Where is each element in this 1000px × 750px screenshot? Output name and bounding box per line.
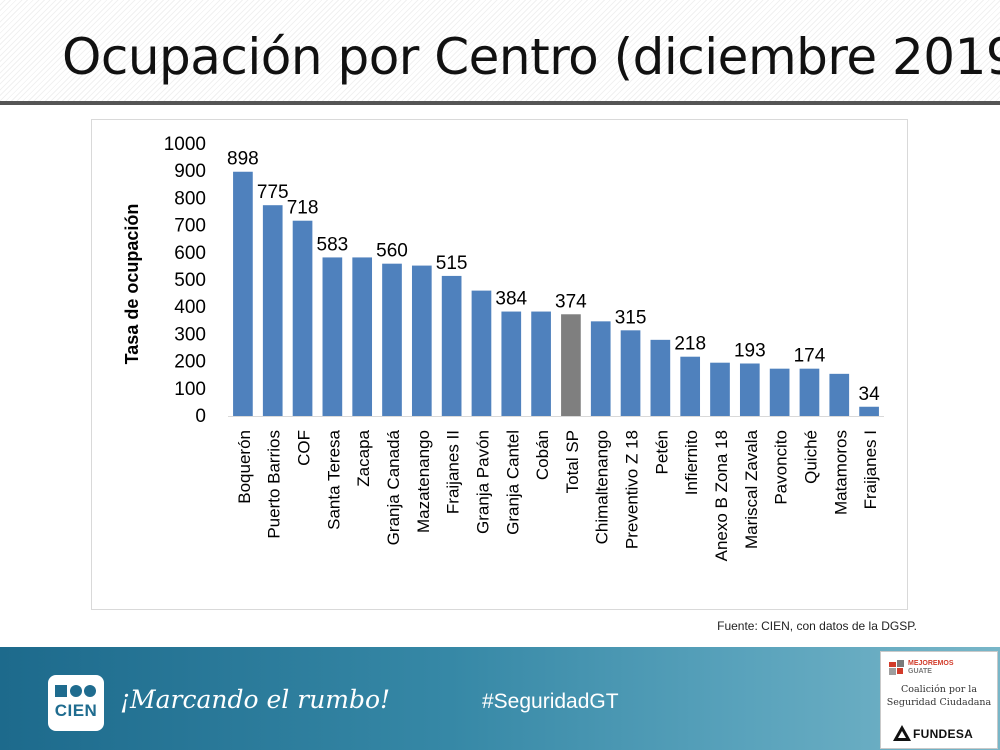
x-tick-label: Mariscal Zavala xyxy=(742,429,761,549)
data-label: 315 xyxy=(615,307,647,328)
bar-series xyxy=(233,171,879,416)
x-tick-label: Fraijanes II xyxy=(444,430,463,514)
page-title: Ocupación por Centro (diciembre 2019) xyxy=(62,28,1000,86)
mejoremos-guate-line1: MEJOREMOS xyxy=(908,660,954,667)
coalicion-line1: Coalición por la xyxy=(900,684,977,695)
data-label: 515 xyxy=(436,253,468,274)
mejoremos-guate-icon xyxy=(889,660,904,675)
bar-cob-n xyxy=(531,311,551,416)
bar-granja-canad- xyxy=(382,263,402,416)
x-tick-label: Zacapa xyxy=(354,429,373,486)
x-tick-label: Cobán xyxy=(533,430,552,480)
footer-bar: CIEN ¡Marcando el rumbo! #SeguridadGT xyxy=(0,647,1000,750)
x-tick-label: Quiché xyxy=(801,430,820,484)
bar-fraijanes-ii xyxy=(441,275,462,416)
x-tick-label: Puerto Barrios xyxy=(265,430,284,539)
bar-anexo-b-zona-18 xyxy=(710,362,730,416)
header-background xyxy=(0,0,1000,105)
data-label: 218 xyxy=(674,334,706,355)
y-tick-label: 300 xyxy=(174,324,206,345)
coalicion-line2: Seguridad Ciudadana xyxy=(886,697,992,708)
bar-cof xyxy=(292,220,313,416)
cien-logo-icon xyxy=(55,685,96,697)
data-label: 898 xyxy=(227,149,259,170)
x-tick-label: Santa Teresa xyxy=(324,429,343,529)
bar-fraijanes-i xyxy=(859,406,879,416)
y-tick-label: 1000 xyxy=(164,134,206,155)
x-axis-labels: Boquerón Puerto Barrios COF Santa Teresa Zac… xyxy=(235,429,880,561)
x-tick-label: Matamoros xyxy=(831,430,850,515)
x-tick-label: Granja Cantel xyxy=(503,430,522,535)
y-tick-label: 400 xyxy=(174,297,206,318)
y-tick-label: 500 xyxy=(174,270,206,291)
y-tick-label: 100 xyxy=(174,379,206,400)
bar-granja-cantel xyxy=(501,311,522,416)
y-tick-label: 200 xyxy=(174,352,206,373)
y-tick-label: 0 xyxy=(195,406,206,427)
bar-chart: Tasa de ocupación 0 100 200 300 400 500 600 700… xyxy=(122,134,884,561)
x-tick-label: Granja Canadá xyxy=(384,429,403,545)
data-label: 34 xyxy=(859,384,881,405)
x-tick-label: Petén xyxy=(652,430,671,474)
x-tick-label: Infiernito xyxy=(682,430,701,495)
x-tick-label: Granja Pavón xyxy=(473,430,492,534)
bar-chimaltenango xyxy=(590,321,611,416)
bar-mariscal-zavala xyxy=(739,363,760,416)
x-tick-label: Total SP xyxy=(563,430,582,493)
x-tick-label: Anexo B Zona 18 xyxy=(712,430,731,561)
x-tick-label: Pavoncito xyxy=(772,430,791,505)
y-axis-ticks: 0 100 200 300 400 500 600 700 800 900 1000 xyxy=(164,134,206,427)
bar-puerto-barrios xyxy=(262,205,283,416)
bar-santa-teresa xyxy=(322,257,343,416)
chart-frame xyxy=(91,119,908,610)
cien-logo[interactable]: CIEN xyxy=(48,675,104,731)
x-tick-label: Boquerón xyxy=(235,430,254,504)
bar-boquer-n xyxy=(233,171,253,416)
fundesa-text: FUNDESA xyxy=(913,727,974,741)
y-axis-label: Tasa de ocupación xyxy=(122,204,142,365)
data-label: 193 xyxy=(734,341,766,362)
x-tick-label: Mazatenango xyxy=(414,430,433,533)
bar-total-sp xyxy=(561,314,581,416)
x-tick-label: Chimaltenango xyxy=(593,430,612,544)
data-label: 560 xyxy=(376,241,408,262)
bar-quich- xyxy=(799,368,820,416)
data-label: 775 xyxy=(257,182,289,203)
x-tick-label: Preventivo Z 18 xyxy=(623,430,642,549)
bar-mazatenango xyxy=(411,265,432,416)
partner-logos: MEJOREMOS GUATE Coalición por la Segurid… xyxy=(880,651,998,749)
y-tick-label: 900 xyxy=(174,161,206,182)
data-label: 384 xyxy=(495,289,527,310)
title-divider xyxy=(0,101,1000,105)
bar-preventivo-z-18 xyxy=(620,330,641,416)
y-tick-label: 800 xyxy=(174,188,206,209)
slogan: ¡Marcando el rumbo! xyxy=(120,685,391,714)
data-label: 718 xyxy=(287,198,319,219)
coalicion-text: Coalición por la Seguridad Ciudadana xyxy=(881,683,997,709)
data-label: 583 xyxy=(317,234,349,255)
y-tick-label: 600 xyxy=(174,243,206,264)
y-tick-label: 700 xyxy=(174,216,206,237)
data-label: 374 xyxy=(555,291,587,312)
bar-granja-pav-n xyxy=(471,290,492,416)
source-note: Fuente: CIEN, con datos de la DGSP. xyxy=(717,619,917,633)
bar-infiernito xyxy=(680,356,701,416)
data-label: 174 xyxy=(794,346,826,367)
bar-pavoncito xyxy=(769,368,790,416)
x-tick-label: Fraijanes I xyxy=(861,430,880,509)
x-tick-label: COF xyxy=(295,430,314,466)
mejoremos-guate-line2: GUATE xyxy=(908,668,932,675)
fundesa-icon xyxy=(893,725,911,741)
bar-pet-n xyxy=(650,339,671,416)
bar-zacapa xyxy=(352,257,373,416)
hashtag[interactable]: #SeguridadGT xyxy=(482,690,619,713)
cien-logo-text: CIEN xyxy=(54,701,98,720)
bar-matamoros xyxy=(829,373,850,416)
